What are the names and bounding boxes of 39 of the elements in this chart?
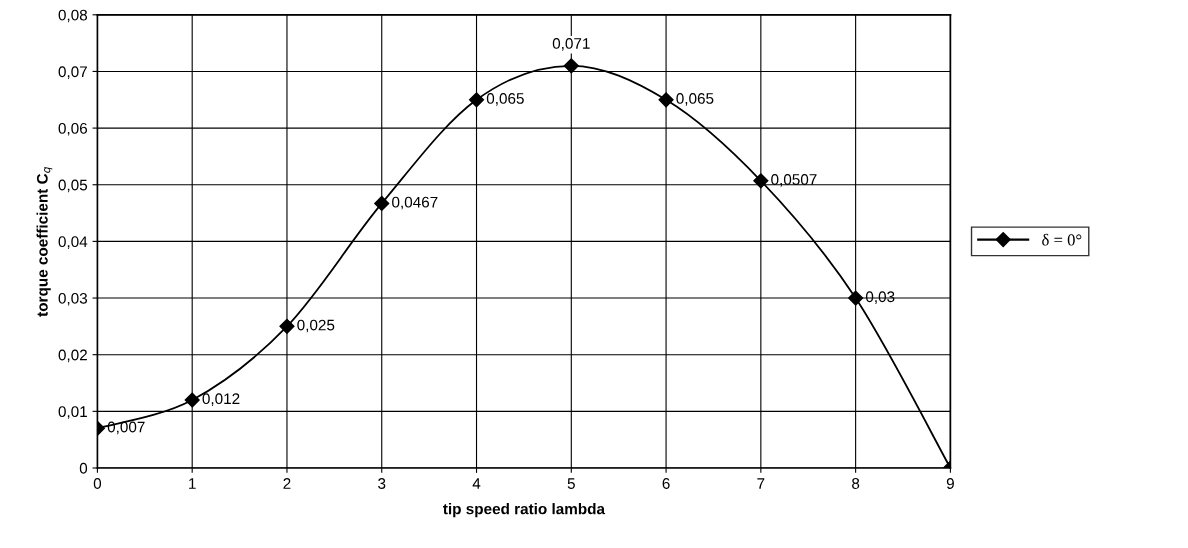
y-tick-label: 0,03	[58, 292, 88, 306]
x-tick-label: 1	[189, 478, 196, 489]
x-tick-label: 7	[757, 478, 765, 489]
point	[753, 173, 769, 189]
data-label: 0,03	[865, 291, 895, 304]
data-label: 0,012	[202, 393, 240, 406]
y-tick-label: 0,02	[58, 349, 87, 363]
point	[658, 92, 674, 108]
y-tick-label: 0,06	[58, 122, 88, 136]
y-tick-label: 0,08	[58, 9, 88, 23]
x-axis-title: tip speed ratio lambda	[443, 503, 606, 518]
y-tick-label: 0,04	[58, 236, 88, 249]
point	[848, 290, 864, 306]
data-label: 0,0467	[392, 196, 438, 210]
x-tick-label: 4	[472, 478, 481, 489]
y-tick-label: 0,05	[58, 179, 88, 193]
point	[279, 318, 295, 334]
data-label: 0,071	[552, 38, 590, 51]
y-tick-label: 0,01	[58, 406, 87, 419]
x-tick-label: 8	[852, 478, 860, 489]
x-tick-label: 2	[283, 478, 291, 489]
y-axis-title: torque coefficient C$_{q}$	[36, 166, 53, 317]
data-label: 0,065	[486, 93, 524, 106]
y-tick-label: 0	[79, 462, 88, 474]
data-label: 0,065	[676, 93, 714, 106]
x-tick-label: 9	[946, 478, 954, 489]
x-tick-label: 6	[662, 478, 670, 489]
y-tick-label: 0,07	[58, 66, 87, 79]
x-tick-label: 3	[378, 478, 386, 489]
x-tick-label: 5	[567, 478, 575, 489]
point	[468, 92, 485, 108]
point	[184, 392, 200, 408]
data-label: 0,0507	[771, 174, 817, 187]
data-label: 0,025	[297, 319, 335, 333]
point	[374, 195, 390, 212]
data-label: 0,007	[107, 421, 145, 435]
legend-label: δ = 0°	[1042, 233, 1082, 246]
x-tick-label: 0	[93, 478, 102, 489]
point	[563, 58, 579, 74]
